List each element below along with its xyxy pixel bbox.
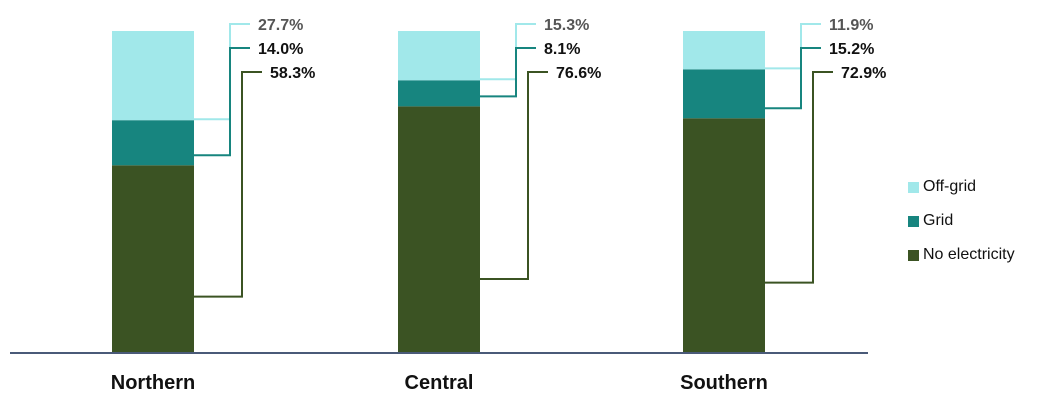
leader-line-central-no-electricity [480,71,548,281]
category-labels-layer: Northern Central Southern [111,372,768,394]
data-label-southern-no-electricity: 72.9% [841,65,886,82]
data-label-central-off-grid: 15.3% [544,17,589,34]
bar-central-no-electricity [398,106,480,354]
legend-label-grid: Grid [923,212,954,229]
data-label-southern-grid: 15.2% [829,41,874,58]
category-label-northern: Northern [111,372,195,394]
legend-swatch-grid [908,215,919,227]
leader-line-southern-grid [765,47,821,110]
leader-lines-layer [194,23,833,298]
bars-layer [112,31,765,354]
legend-item-off-grid: Off-grid [908,170,1047,204]
category-label-central: Central [405,372,474,394]
bar-southern-grid [683,69,765,119]
legend-item-grid: Grid [908,204,1047,238]
data-label-northern-off-grid: 27.7% [258,17,303,34]
bar-northern-no-electricity [112,165,194,353]
leader-line-southern-no-electricity [765,71,833,284]
legend-swatch-off-grid [908,181,919,193]
legend: Off-grid Grid No electricity [908,170,1047,272]
bar-southern-no-electricity [683,118,765,354]
data-label-northern-no-electricity: 58.3% [270,65,315,82]
bar-southern-off-grid [683,31,765,70]
legend-item-no-electricity: No electricity [908,238,1047,272]
leader-line-northern-grid [194,47,250,157]
data-labels-layer: 27.7% 14.0% 58.3% 15.3% 8.1% 76.6% 11.9% 15.2% 7… [258,17,886,82]
leader-line-northern-no-electricity [194,71,262,298]
legend-label-no-electricity: No electricity [923,246,1015,263]
data-label-southern-off-grid: 11.9% [829,17,873,34]
bar-northern-off-grid [112,31,194,121]
data-label-central-no-electricity: 76.6% [556,65,601,82]
legend-swatch-no-electricity [908,249,919,261]
bar-central-off-grid [398,31,480,81]
data-label-northern-grid: 14.0% [258,41,303,58]
bar-central-grid [398,80,480,107]
leader-line-central-grid [480,47,536,98]
leader-line-central-off-grid [480,23,536,81]
leader-line-southern-off-grid [765,23,821,70]
data-label-central-grid: 8.1% [544,41,580,58]
bar-northern-grid [112,120,194,166]
legend-label-off-grid: Off-grid [923,178,977,195]
category-label-southern: Southern [680,372,768,394]
